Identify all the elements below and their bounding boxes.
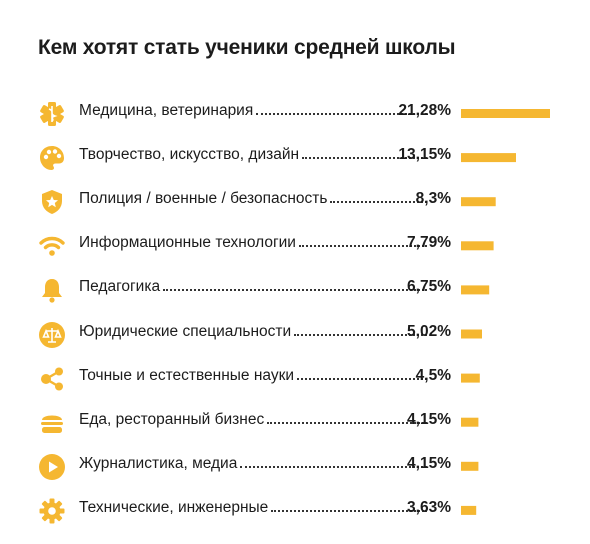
bar (461, 329, 482, 339)
dot-leader (240, 465, 427, 468)
data-label: 6,75% (407, 278, 451, 296)
category-label-line: Медицина, ветеринария (79, 102, 430, 124)
category-label-line: Юридические специальности (79, 323, 430, 345)
dot-leader (294, 333, 427, 336)
list-item: Технические, инженерные 3,63% (38, 497, 578, 525)
data-label: 4,5% (415, 366, 451, 384)
category-label-line: Технические, инженерные (79, 499, 430, 521)
dot-leader (256, 112, 427, 115)
dot-leader (267, 421, 427, 424)
bar (461, 197, 496, 207)
category-label: Точные и естественные науки (79, 366, 295, 384)
bar (461, 241, 494, 251)
dot-leader (163, 288, 427, 292)
category-label: Технические, инженерные (79, 498, 269, 516)
category-label-line: Точные и естественные науки (79, 367, 430, 389)
category-label-line: Журналистика, медиа (79, 455, 430, 477)
gear-icon (38, 497, 66, 525)
list-item: Полиция / военные / безопасность 8,3% (38, 188, 578, 216)
category-label: Медицина, ветеринария (79, 102, 254, 119)
bar (461, 285, 490, 295)
dot-leader (302, 156, 427, 160)
data-label: 21,28% (398, 102, 451, 119)
chart-title: Кем хотят стать ученики средней школы (38, 36, 456, 59)
shield-star-icon (38, 188, 66, 216)
list-item: Журналистика, медиа 4,15% (38, 453, 578, 481)
list-item: Точные и естественные науки 4,5% (38, 365, 578, 391)
list-item: Юридические специальности 5,02% (38, 321, 578, 349)
play-icon (38, 453, 66, 481)
category-label-line: Педагогика (79, 278, 430, 300)
category-label-line: Еда, ресторанный бизнес (79, 411, 430, 433)
bar (461, 461, 479, 471)
list-item: Информационные технологии 7,79% (38, 232, 578, 258)
bar (461, 505, 477, 515)
molecule-icon (38, 365, 66, 393)
list-item: Педагогика 6,75% (38, 276, 578, 304)
scales-icon (38, 321, 66, 349)
category-label: Творчество, искусство, дизайн (79, 146, 300, 164)
category-label-line: Творчество, искусство, дизайн (79, 146, 430, 168)
bell-icon (38, 276, 66, 304)
category-label: Информационные технологии (79, 234, 296, 252)
dot-leader (298, 244, 427, 248)
category-label: Юридические специальности (79, 322, 292, 340)
category-label-line: Полиция / военные / безопасность (79, 190, 430, 212)
wifi-icon (38, 232, 66, 260)
data-label: 3,63% (407, 498, 451, 516)
list-item: Творчество, искусство, дизайн 13,15% (38, 144, 578, 172)
list-item: Еда, ресторанный бизнес 4,15% (38, 409, 578, 435)
burger-icon (38, 409, 66, 437)
dot-leader (297, 377, 427, 380)
dot-leader (271, 509, 427, 512)
data-label: 8,3% (415, 190, 451, 208)
data-label: 5,02% (407, 322, 451, 340)
list-item: Медицина, ветеринария 21,28% (38, 100, 578, 126)
category-label: Журналистика, медиа (79, 454, 238, 472)
dot-leader (330, 200, 427, 204)
bar (461, 373, 480, 383)
bar (461, 109, 550, 118)
category-label-line: Информационные технологии (79, 234, 430, 256)
category-label: Педагогика (79, 278, 161, 296)
category-label: Еда, ресторанный бизнес (79, 410, 265, 428)
bar (461, 417, 479, 427)
data-label: 7,79% (407, 234, 451, 252)
data-label: 13,15% (398, 146, 451, 164)
data-label: 4,15% (407, 454, 451, 472)
data-label: 4,15% (407, 410, 451, 428)
category-label: Полиция / военные / безопасность (79, 190, 328, 208)
bar (461, 153, 516, 163)
palette-icon (38, 144, 66, 172)
medical-icon (38, 100, 66, 128)
